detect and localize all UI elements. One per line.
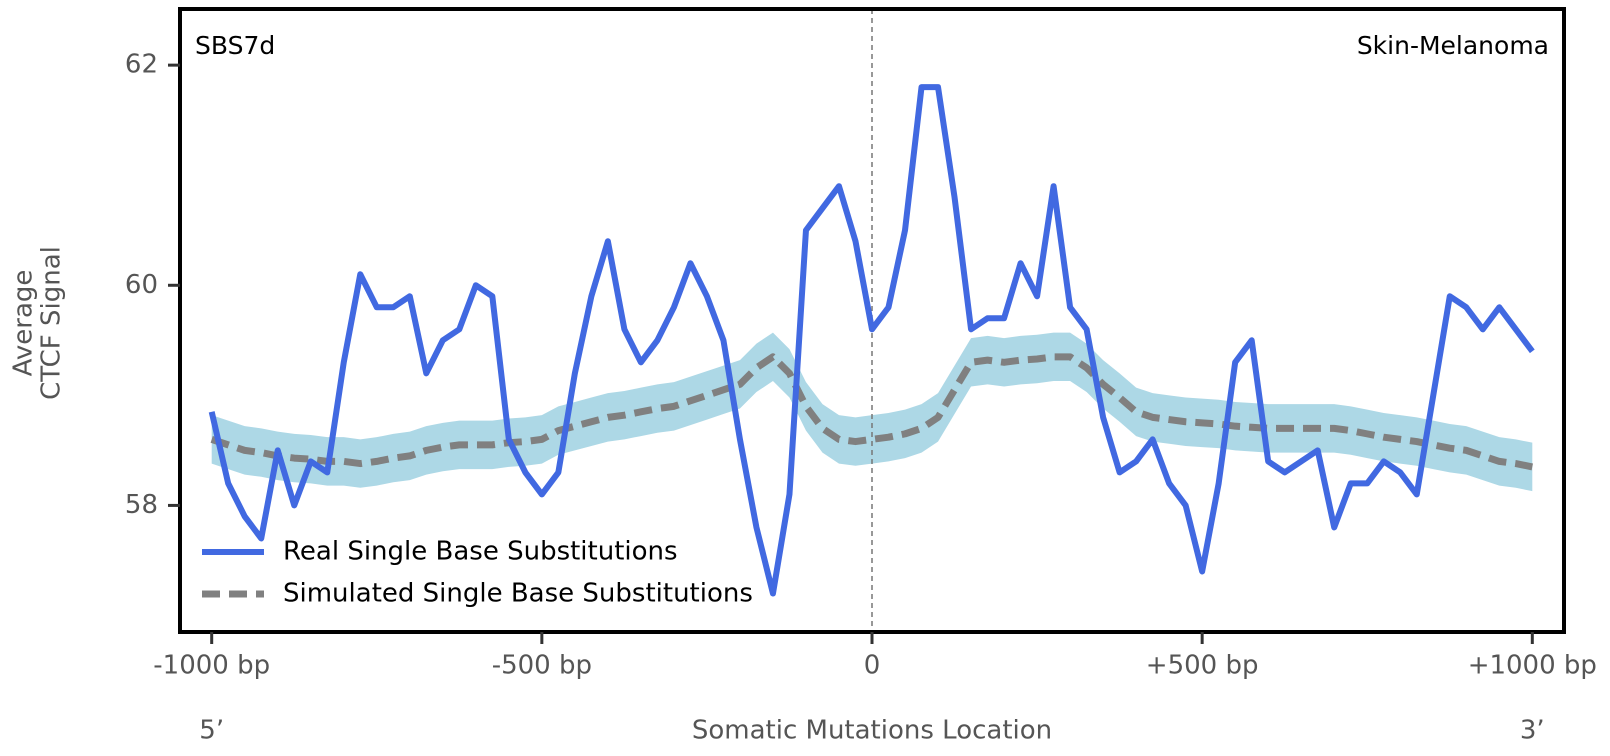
- y-tick-label: 60: [125, 270, 158, 300]
- x-tick-label: +500 bp: [1146, 651, 1259, 681]
- y-tick-label: 62: [125, 50, 158, 80]
- data-line: [208, 84, 1535, 597]
- x-tick-label: 0: [864, 651, 881, 681]
- chart-subtitle: Skin-Melanoma: [1357, 31, 1549, 60]
- legend-label: Simulated Single Base Substitutions: [283, 579, 753, 609]
- y-tick-label: 58: [125, 490, 158, 520]
- x-tick-label: -1000 bp: [153, 651, 270, 681]
- y-axis-label: CTCF Signal: [37, 246, 67, 400]
- x-tick-label: +1000 bp: [1468, 651, 1597, 681]
- end-label: 5’: [199, 716, 224, 746]
- x-axis-label: Somatic Mutations Location: [692, 716, 1052, 746]
- legend: Real Single Base Substitutions Simulated …: [202, 537, 753, 609]
- end-label: 3’: [1520, 716, 1545, 746]
- y-axis-label: Average: [9, 270, 39, 377]
- x-tick-label: -500 bp: [492, 651, 592, 681]
- data-line: [210, 353, 1533, 471]
- confidence-band: [211, 332, 1533, 492]
- chart-title: SBS7d: [195, 31, 275, 60]
- legend-label: Real Single Base Substitutions: [283, 537, 678, 567]
